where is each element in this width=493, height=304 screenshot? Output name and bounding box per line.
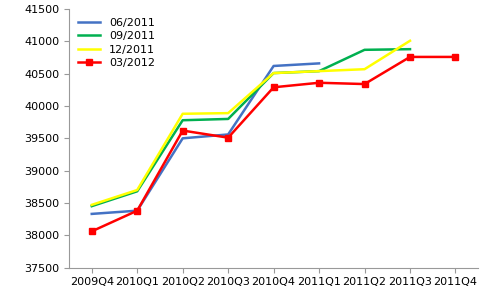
12/2011 bbox=[271, 71, 277, 75]
12/2011 bbox=[316, 69, 322, 73]
03/2012 bbox=[180, 129, 186, 133]
12/2011 bbox=[180, 112, 186, 116]
09/2011 bbox=[271, 71, 277, 75]
06/2011 bbox=[271, 64, 277, 68]
09/2011 bbox=[407, 47, 413, 51]
Legend: 06/2011, 09/2011, 12/2011, 03/2012: 06/2011, 09/2011, 12/2011, 03/2012 bbox=[74, 15, 158, 71]
06/2011 bbox=[225, 133, 231, 136]
12/2011 bbox=[134, 188, 140, 192]
Line: 06/2011: 06/2011 bbox=[92, 64, 319, 214]
03/2012 bbox=[407, 55, 413, 59]
06/2011 bbox=[180, 136, 186, 140]
09/2011 bbox=[134, 189, 140, 193]
03/2012 bbox=[225, 136, 231, 140]
03/2012 bbox=[361, 82, 367, 86]
03/2012 bbox=[453, 55, 458, 59]
03/2012 bbox=[134, 209, 140, 212]
12/2011 bbox=[361, 67, 367, 71]
03/2012 bbox=[271, 85, 277, 89]
09/2011 bbox=[225, 117, 231, 121]
09/2011 bbox=[316, 69, 322, 73]
06/2011 bbox=[89, 212, 95, 216]
03/2012 bbox=[316, 81, 322, 85]
03/2012 bbox=[89, 230, 95, 233]
09/2011 bbox=[89, 204, 95, 208]
Line: 03/2012: 03/2012 bbox=[88, 54, 459, 235]
09/2011 bbox=[361, 48, 367, 52]
12/2011 bbox=[89, 203, 95, 207]
12/2011 bbox=[407, 39, 413, 43]
06/2011 bbox=[316, 62, 322, 65]
Line: 12/2011: 12/2011 bbox=[92, 41, 410, 205]
12/2011 bbox=[225, 111, 231, 115]
06/2011 bbox=[134, 209, 140, 212]
09/2011 bbox=[180, 119, 186, 122]
Line: 09/2011: 09/2011 bbox=[92, 49, 410, 206]
